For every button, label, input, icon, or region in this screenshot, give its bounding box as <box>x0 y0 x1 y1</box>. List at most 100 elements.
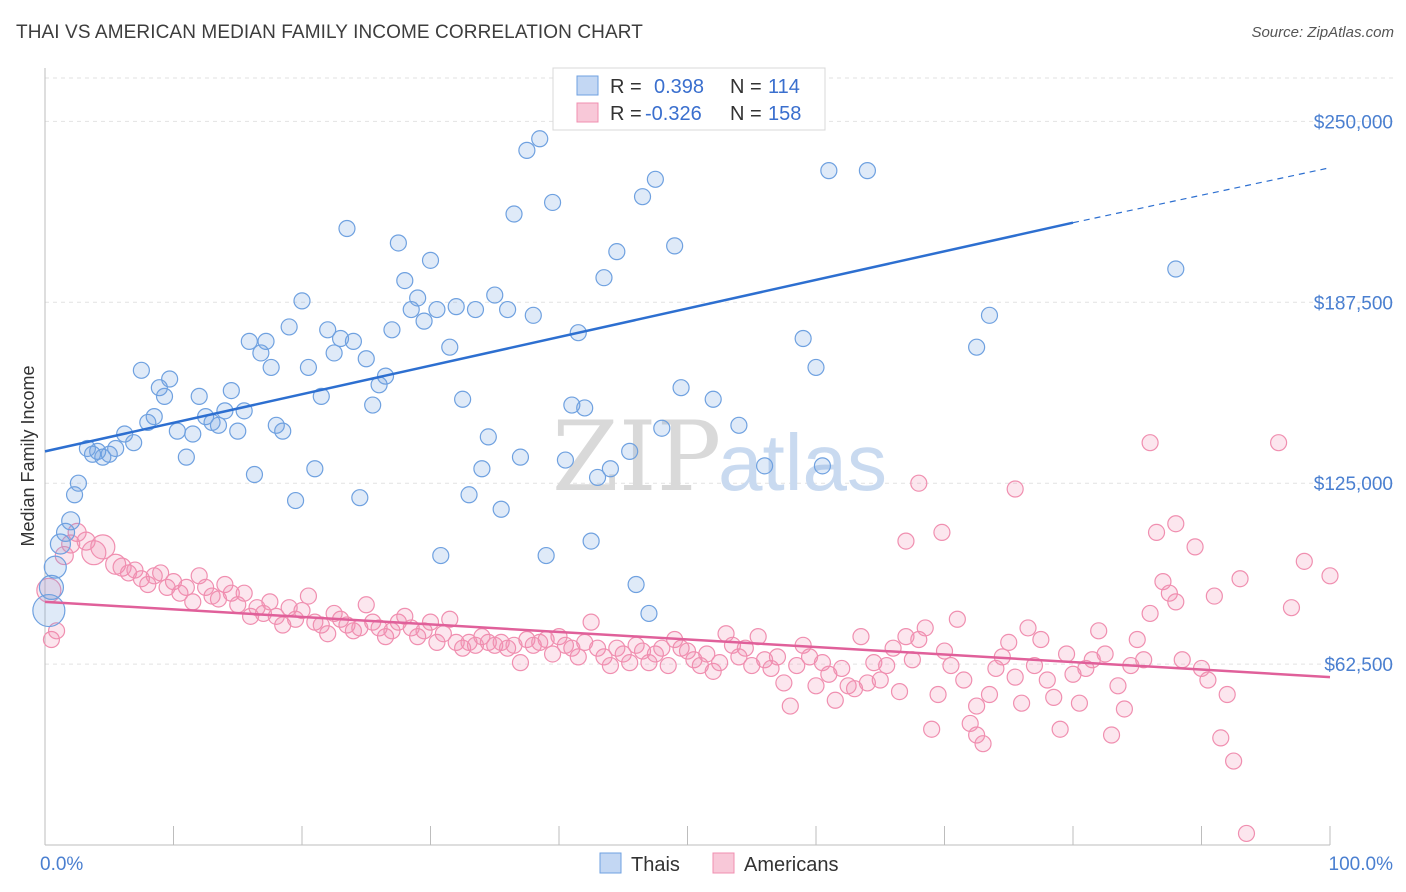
thais-point <box>161 370 179 388</box>
thais-point <box>312 387 330 405</box>
thais-point <box>319 321 337 339</box>
americans-point <box>1070 694 1089 712</box>
americans-point <box>1160 584 1178 602</box>
americans-point <box>775 674 793 692</box>
thais-point <box>511 448 530 466</box>
thais-point <box>274 422 292 440</box>
thais-point <box>582 532 600 550</box>
americans-point <box>1006 480 1024 498</box>
thais-point <box>473 460 491 478</box>
legend-n-value-americans: 158 <box>768 103 801 125</box>
legend-n-label-americans: N = <box>730 103 762 125</box>
thais-point <box>537 546 555 565</box>
americans-point <box>698 645 716 663</box>
americans-point <box>968 697 986 715</box>
americans-point <box>646 645 664 663</box>
americans-point <box>1102 726 1121 744</box>
americans-point <box>608 639 626 657</box>
americans-point <box>90 534 116 560</box>
thais-point <box>447 298 465 316</box>
thais-point <box>293 292 311 310</box>
thais-point <box>267 416 285 434</box>
thais-point <box>563 396 581 414</box>
thais-point <box>299 358 318 377</box>
thais-point <box>262 358 280 377</box>
thais-point <box>132 361 150 379</box>
thais-point <box>479 428 497 446</box>
americans-point <box>871 671 889 689</box>
americans-point <box>1199 671 1217 689</box>
legend-n-label-thais: N = <box>730 76 762 98</box>
thais-point <box>820 162 838 180</box>
thais-point <box>432 546 450 565</box>
americans-point <box>1109 677 1127 695</box>
thais-point <box>794 329 812 348</box>
y-axis-label: Median Family Income <box>18 365 38 546</box>
thais-point <box>421 251 440 269</box>
americans-point <box>569 648 587 666</box>
thais-point <box>627 575 645 594</box>
thais-point <box>980 306 999 324</box>
thais-point <box>107 439 125 458</box>
americans-point <box>923 720 941 738</box>
thais-point <box>454 390 472 408</box>
bottom-legend-thais: Thais <box>631 854 680 876</box>
americans-point <box>1141 604 1159 623</box>
americans-point <box>582 613 600 631</box>
thais-point <box>505 205 523 223</box>
americans-point <box>543 645 562 663</box>
americans-point <box>126 561 144 579</box>
thais-point <box>306 460 324 478</box>
americans-point <box>807 677 825 695</box>
americans-point <box>1057 645 1076 663</box>
americans-point <box>980 685 999 704</box>
americans-point <box>1141 434 1159 452</box>
americans-point <box>1231 570 1249 588</box>
americans-point <box>376 628 395 646</box>
thais-point <box>428 300 446 319</box>
watermark-zip: ZIP <box>552 401 721 513</box>
americans-point <box>370 619 388 637</box>
thais-point <box>621 442 639 460</box>
americans-point <box>1090 622 1108 640</box>
thais-point <box>100 445 118 463</box>
thais-point <box>351 489 369 507</box>
americans-point <box>1205 587 1223 605</box>
thais-trend-extension <box>1072 167 1331 224</box>
americans-point <box>1000 633 1018 651</box>
thais-point <box>69 474 88 492</box>
americans-point <box>511 654 530 672</box>
thais-point <box>524 306 542 324</box>
americans-point <box>1147 523 1166 542</box>
thais-point <box>466 300 485 319</box>
source-label: Source: ZipAtlas.com <box>1251 24 1394 41</box>
americans-point <box>933 523 951 542</box>
americans-point <box>678 642 697 660</box>
americans-point <box>711 654 729 672</box>
thais-point <box>633 188 652 206</box>
thais-trend-line <box>44 221 1074 453</box>
thais-point <box>38 574 65 601</box>
americans-point <box>858 674 877 692</box>
americans-point <box>177 578 195 597</box>
y-tick-label: $125,000 <box>1314 474 1393 495</box>
y-tick-label: $62,500 <box>1324 655 1393 676</box>
americans-point <box>1321 567 1339 585</box>
thais-point <box>601 460 620 478</box>
americans-point <box>897 628 915 646</box>
thais-point <box>608 243 626 261</box>
thais-point <box>499 300 517 319</box>
bottom-legend-americans: Americans <box>744 854 838 876</box>
americans-point <box>910 474 928 492</box>
americans-point <box>184 593 202 611</box>
americans-point <box>890 682 909 701</box>
americans-point <box>139 575 157 594</box>
thais-point <box>556 451 575 469</box>
americans-point <box>42 630 61 649</box>
americans-point <box>948 610 966 628</box>
thais-point <box>543 193 562 212</box>
americans-point <box>1032 630 1050 649</box>
x-tick-label: 100.0% <box>1329 854 1394 875</box>
americans-point <box>1295 552 1313 570</box>
thais-point <box>331 329 350 348</box>
